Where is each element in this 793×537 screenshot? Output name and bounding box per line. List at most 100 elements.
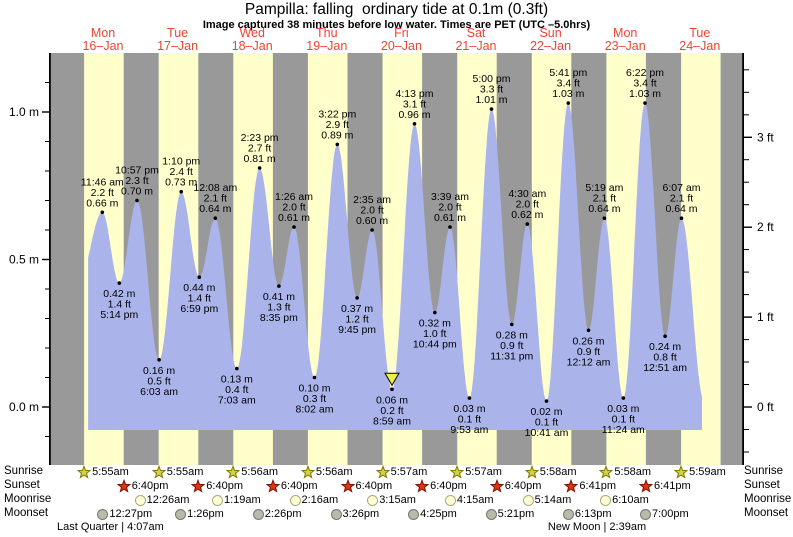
moon-phase-annotation: Last Quarter | 4:07am: [57, 521, 164, 533]
sunrise-icon: [77, 464, 92, 479]
tide-high-label: 0.64 m: [199, 203, 231, 215]
moonset-row-label-right: Moonset: [744, 507, 789, 519]
moonset-time: 3:26pm: [342, 508, 380, 520]
y-tick-minor: [744, 429, 749, 430]
tide-extreme-dot: [135, 198, 139, 203]
tide-high-label: 2.0 ft: [282, 202, 305, 214]
tide-low-label: 0.1 ft: [612, 414, 635, 426]
moonrise-entry: 12:26am: [134, 493, 189, 507]
sunrise-entry: 5:58am: [524, 464, 577, 479]
tide-high-label: 11:46 am: [81, 176, 124, 188]
sunrise-icon: [300, 464, 315, 479]
moonrise-time: 5:14am: [534, 494, 572, 506]
tide-extreme-dot: [412, 122, 417, 126]
tide-high-label: 6:07 am: [663, 182, 701, 194]
tide-high-label: 0.73 m: [165, 177, 197, 189]
day-name-label: Tue: [167, 26, 188, 40]
sunrise-entry: 5:57am: [450, 464, 502, 479]
sunrise-time: 5:55am: [92, 466, 129, 478]
tide-low-label: 10:44 pm: [413, 339, 457, 351]
tide-low-label: 0.13 m: [221, 374, 253, 386]
day-date-label: 18–Jan: [232, 39, 273, 53]
moonset-entry: 3:26pm: [330, 507, 380, 521]
sunrise-icon: [450, 464, 465, 479]
current-time-marker-icon: [384, 372, 400, 387]
sunset-time: 6:40pm: [280, 480, 318, 492]
y-tick-minor: [744, 114, 749, 116]
moonset-icon: [330, 508, 342, 520]
tide-high-label: 4:30 am: [508, 188, 546, 200]
tide-high-label: 0.61 m: [434, 212, 466, 224]
tide-extreme-dot: [602, 216, 607, 220]
moonrise-entry: 4:15am: [444, 493, 494, 507]
sunrise-icon: [151, 464, 166, 479]
sunset-row: Sunset Sunset 6:40pm 6:40pm 6:40pm 6:40pm 6:40…: [0, 478, 793, 493]
tide-extreme-dot: [355, 296, 359, 300]
tide-extreme-dot: [467, 396, 472, 400]
tide-low-label: 11:24 am: [602, 424, 645, 436]
moonset-time: 6:13pm: [574, 508, 612, 520]
tide-high-label: 2.9 ft: [326, 119, 349, 131]
sunset-icon: [564, 478, 579, 493]
y-tick-minor: [45, 229, 50, 231]
sunset-entry: 6:40pm: [191, 478, 243, 493]
sunset-entry: 6:41pm: [564, 478, 617, 493]
sunrise-time: 5:58am: [614, 466, 652, 478]
tide-high-label: 0.89 m: [321, 129, 353, 141]
y-tick-minor: [744, 91, 749, 93]
sunset-time: 6:40pm: [206, 480, 243, 492]
moonset-time: 7:00pm: [652, 508, 689, 520]
sunrise-time: 5:55am: [166, 466, 204, 478]
day-date-label: 22–Jan: [530, 39, 571, 53]
y-tick-label-ft: 2 ft: [757, 220, 774, 234]
moonset-entry: 1:26pm: [175, 507, 224, 521]
y-tick-minor: [744, 339, 749, 341]
tide-low-label: 0.5 ft: [147, 375, 170, 387]
day-name-label: Tue: [689, 26, 710, 40]
sunrise-icon: [674, 464, 689, 479]
tide-low-label: 1.0 ft: [423, 328, 446, 340]
tide-low-label: 0.26 m: [572, 335, 604, 347]
tide-high-label: 0.61 m: [278, 212, 310, 224]
tide-low-label: 0.2 ft: [380, 405, 403, 417]
sunset-row-label-left: Sunset: [4, 479, 40, 491]
sunrise-entry: 5:57am: [375, 464, 428, 479]
tide-high-label: 3:22 pm: [318, 108, 356, 120]
tide-low-label: 1.4 ft: [108, 299, 131, 311]
moonset-time: 5:21pm: [497, 508, 535, 520]
y-tick-major: [744, 316, 752, 318]
sunrise-entry: 5:55am: [151, 464, 204, 479]
tide-high-label: 2.0 ft: [360, 205, 383, 217]
chart-title: Pampilla: falling ordinary tide at 0.1m …: [244, 1, 549, 18]
day-name-label: Sun: [539, 26, 561, 40]
y-tick-major: [744, 226, 752, 228]
moonset-time: 2:26pm: [264, 508, 302, 520]
tide-high-label: 0.64 m: [665, 203, 697, 215]
tide-high-label: 0.70 m: [121, 186, 153, 198]
tide-low-label: 0.37 m: [341, 303, 373, 315]
y-axis-right: [742, 53, 744, 465]
moonrise-time: 2:16am: [301, 494, 339, 506]
y-tick-minor: [45, 318, 50, 319]
tide-low-label: 0.44 m: [183, 282, 215, 294]
chart-subtitle: Image captured 38 minutes before low wat…: [202, 19, 591, 31]
tide-high-label: 5:00 pm: [473, 73, 511, 85]
moonset-entry: 2:26pm: [252, 507, 302, 521]
tide-low-label: 0.32 m: [419, 318, 451, 330]
moonset-entry: 6:13pm: [562, 507, 612, 521]
day-name-label: Wed: [239, 26, 265, 40]
sunrise-row-label-left: Sunrise: [4, 465, 43, 477]
sunrise-time: 5:57am: [390, 466, 428, 478]
sunrise-entry: 5:59am: [674, 464, 726, 479]
y-tick-minor: [744, 249, 749, 251]
moonset-icon: [252, 508, 264, 520]
moonset-entry: 4:25pm: [408, 507, 457, 521]
moonrise-icon: [600, 494, 612, 506]
day-name-label: Fri: [394, 26, 409, 40]
tide-high-label: 2.0 ft: [438, 202, 461, 214]
moonrise-entry: 5:14am: [522, 493, 572, 507]
moonrise-icon: [522, 494, 534, 506]
moonrise-icon: [367, 494, 379, 506]
sunset-time: 6:41pm: [579, 480, 617, 492]
